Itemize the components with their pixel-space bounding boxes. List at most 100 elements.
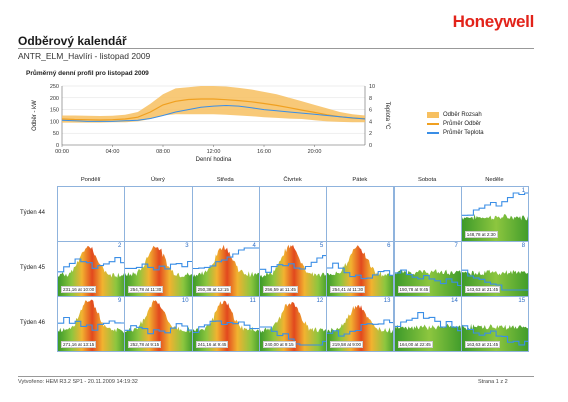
series-range-band — [62, 86, 365, 123]
cell-temperature-line — [461, 325, 529, 346]
calendar-cell — [124, 186, 193, 242]
cell-consumption-area — [259, 302, 327, 351]
cell-peak-label: 143,63 at 21:45 — [464, 286, 501, 293]
day-header-pondeli: Pondělí — [80, 177, 101, 183]
cell-day-number: 15 — [518, 298, 526, 304]
cell-chart — [192, 244, 259, 296]
calendar-cell[interactable]: 9 271,16 at 13:15 — [57, 296, 126, 352]
cell-temperature-line — [327, 262, 394, 280]
cell-peak-label: 231,16 at 10:00 — [61, 286, 97, 293]
calendar-cell — [258, 186, 328, 242]
brand-logo: Honeywell — [452, 12, 535, 31]
legend-swatch-temperature — [427, 131, 439, 134]
profile-chart-title: Průměrný denní profil pro listopad 2009 — [26, 70, 149, 77]
cell-consumption-area — [125, 245, 192, 296]
calendar-cell[interactable]: 14 164,00 at 22:45 — [393, 296, 462, 352]
calendar-cell[interactable]: 2 231,16 at 10:00 — [57, 241, 126, 297]
cell-temperature-line — [461, 269, 529, 291]
y2-tick-label: 10 — [369, 84, 375, 90]
cell-temperature-line — [259, 255, 327, 273]
cell-consumption-area — [192, 300, 259, 351]
cell-peak-label: 254,78 at 11:30 — [128, 286, 164, 293]
calendar-cell[interactable]: 3 254,78 at 11:30 — [124, 241, 193, 297]
profile-legend: Odběr Rozsah Průměr Odběr Průměr Teplota — [427, 110, 484, 137]
calendar-cell[interactable]: 5 256,59 at 11:45 — [258, 241, 328, 297]
cell-temperature-line — [327, 319, 394, 337]
x-tick-label: 20:00 — [308, 149, 322, 155]
cell-day-number: 3 — [185, 243, 189, 249]
cell-peak-label: 150,78 at 9:45 — [397, 286, 431, 293]
y-tick-label: 150 — [50, 108, 59, 114]
cell-day-number: 2 — [117, 243, 122, 249]
calendar-cell — [57, 186, 126, 242]
cell-temperature-line — [259, 326, 327, 346]
cell-peak-label: 256,59 at 11:45 — [262, 286, 298, 293]
cell-peak-label: 254,41 at 11:30 — [330, 286, 366, 293]
series-temperature-line — [61, 104, 366, 122]
cell-day-number: 1 — [521, 188, 526, 194]
x-tick-label: 08:00 — [156, 149, 170, 155]
report-title: Odběrový kalendář — [18, 34, 127, 48]
calendar-cell[interactable]: 1 148,78 at 2:30 — [460, 186, 530, 242]
cell-temperature-line — [461, 192, 529, 216]
calendar-cell[interactable]: 13 219,58 at 9:00 — [326, 296, 395, 352]
cell-temperature-line — [394, 269, 461, 287]
day-header-ctvrtek: Čtvrtek — [283, 177, 302, 183]
day-header-nedele: Neděle — [485, 177, 504, 183]
y-tick-label: 100 — [50, 119, 59, 125]
cell-peak-label: 240,00 at 9:15 — [262, 341, 296, 348]
cell-chart — [58, 246, 125, 296]
x-tick-label: 04:00 — [106, 149, 120, 155]
profile-chart-svg: 0 50 100 150 200 250 0 2 4 6 8 10 00:00 04:00 08:00 12:… — [32, 84, 390, 163]
cell-chart — [259, 302, 327, 351]
cell-day-number: 13 — [383, 298, 391, 304]
cell-peak-label: 219,58 at 9:00 — [330, 341, 363, 348]
legend-label-consumption: Průměr Odběr — [443, 120, 482, 127]
cell-peak-label: 271,16 at 13:15 — [61, 341, 97, 348]
x-axis-label: Denní hodina — [196, 157, 232, 163]
calendar-cell — [191, 186, 260, 242]
day-header-utery: Úterý — [151, 177, 165, 183]
calendar-cell[interactable]: 15 163,63 at 21:45 — [460, 296, 530, 352]
cell-consumption-area — [58, 246, 125, 296]
calendar-cell[interactable]: 11 241,16 at 9:45 — [191, 296, 260, 352]
calendar-cell[interactable]: 10 252,78 at 9:15 — [124, 296, 193, 352]
cell-temperature-line — [192, 247, 259, 270]
y2-tick-label: 4 — [369, 119, 372, 125]
bottom-divider — [18, 376, 534, 377]
cell-peak-label: 148,78 at 2:30 — [464, 231, 498, 238]
cell-day-number: 6 — [387, 243, 391, 249]
series-consumption-line — [61, 98, 366, 121]
week-label: Týden 46 — [20, 319, 46, 326]
cell-day-number: 14 — [451, 298, 458, 304]
calendar-cell[interactable]: 6 254,41 at 11:30 — [326, 241, 395, 297]
y2-tick-label: 0 — [369, 143, 372, 149]
y-tick-label: 50 — [53, 131, 59, 137]
cell-peak-label: 164,00 at 22:45 — [397, 341, 433, 348]
calendar-cell[interactable]: 4 250,38 at 12:15 — [191, 241, 260, 297]
y-axis-label: Odběr - kW — [32, 100, 38, 131]
cell-temperature-line — [125, 260, 192, 271]
cell-peak-label: 252,78 at 9:15 — [128, 341, 162, 348]
x-tick-label: 12:00 — [207, 149, 221, 155]
cell-chart — [327, 305, 394, 351]
calendar-cell[interactable]: 8 143,63 at 21:45 — [460, 241, 530, 297]
top-divider — [18, 48, 534, 49]
y2-axis-label: Teplota °C — [384, 102, 390, 130]
cell-consumption-area — [192, 244, 259, 296]
legend-item-range: Odběr Rozsah — [427, 110, 484, 119]
x-tick-label: 00:00 — [55, 149, 69, 155]
y-tick-label: 200 — [50, 96, 59, 102]
calendar-cell[interactable]: 7 150,78 at 9:45 — [393, 241, 462, 297]
legend-item-temperature: Průměr Teplota — [427, 128, 484, 137]
report-subtitle: ANTR_ELM_Havlíri - listopad 2009 — [18, 51, 151, 61]
x-tick-label: 16:00 — [257, 149, 271, 155]
y-tick-label: 250 — [50, 84, 59, 90]
cell-chart — [259, 244, 327, 296]
y2-tick-label: 2 — [369, 131, 372, 137]
y2-tick-label: 6 — [369, 108, 372, 114]
cell-temperature-line — [58, 316, 125, 331]
legend-item-consumption: Průměr Odběr — [427, 119, 484, 128]
daily-profile-chart: 0 50 100 150 200 250 0 2 4 6 8 10 00:00 04:00 08:00 12:… — [0, 0, 568, 180]
calendar-cell[interactable]: 12 240,00 at 9:15 — [258, 296, 328, 352]
